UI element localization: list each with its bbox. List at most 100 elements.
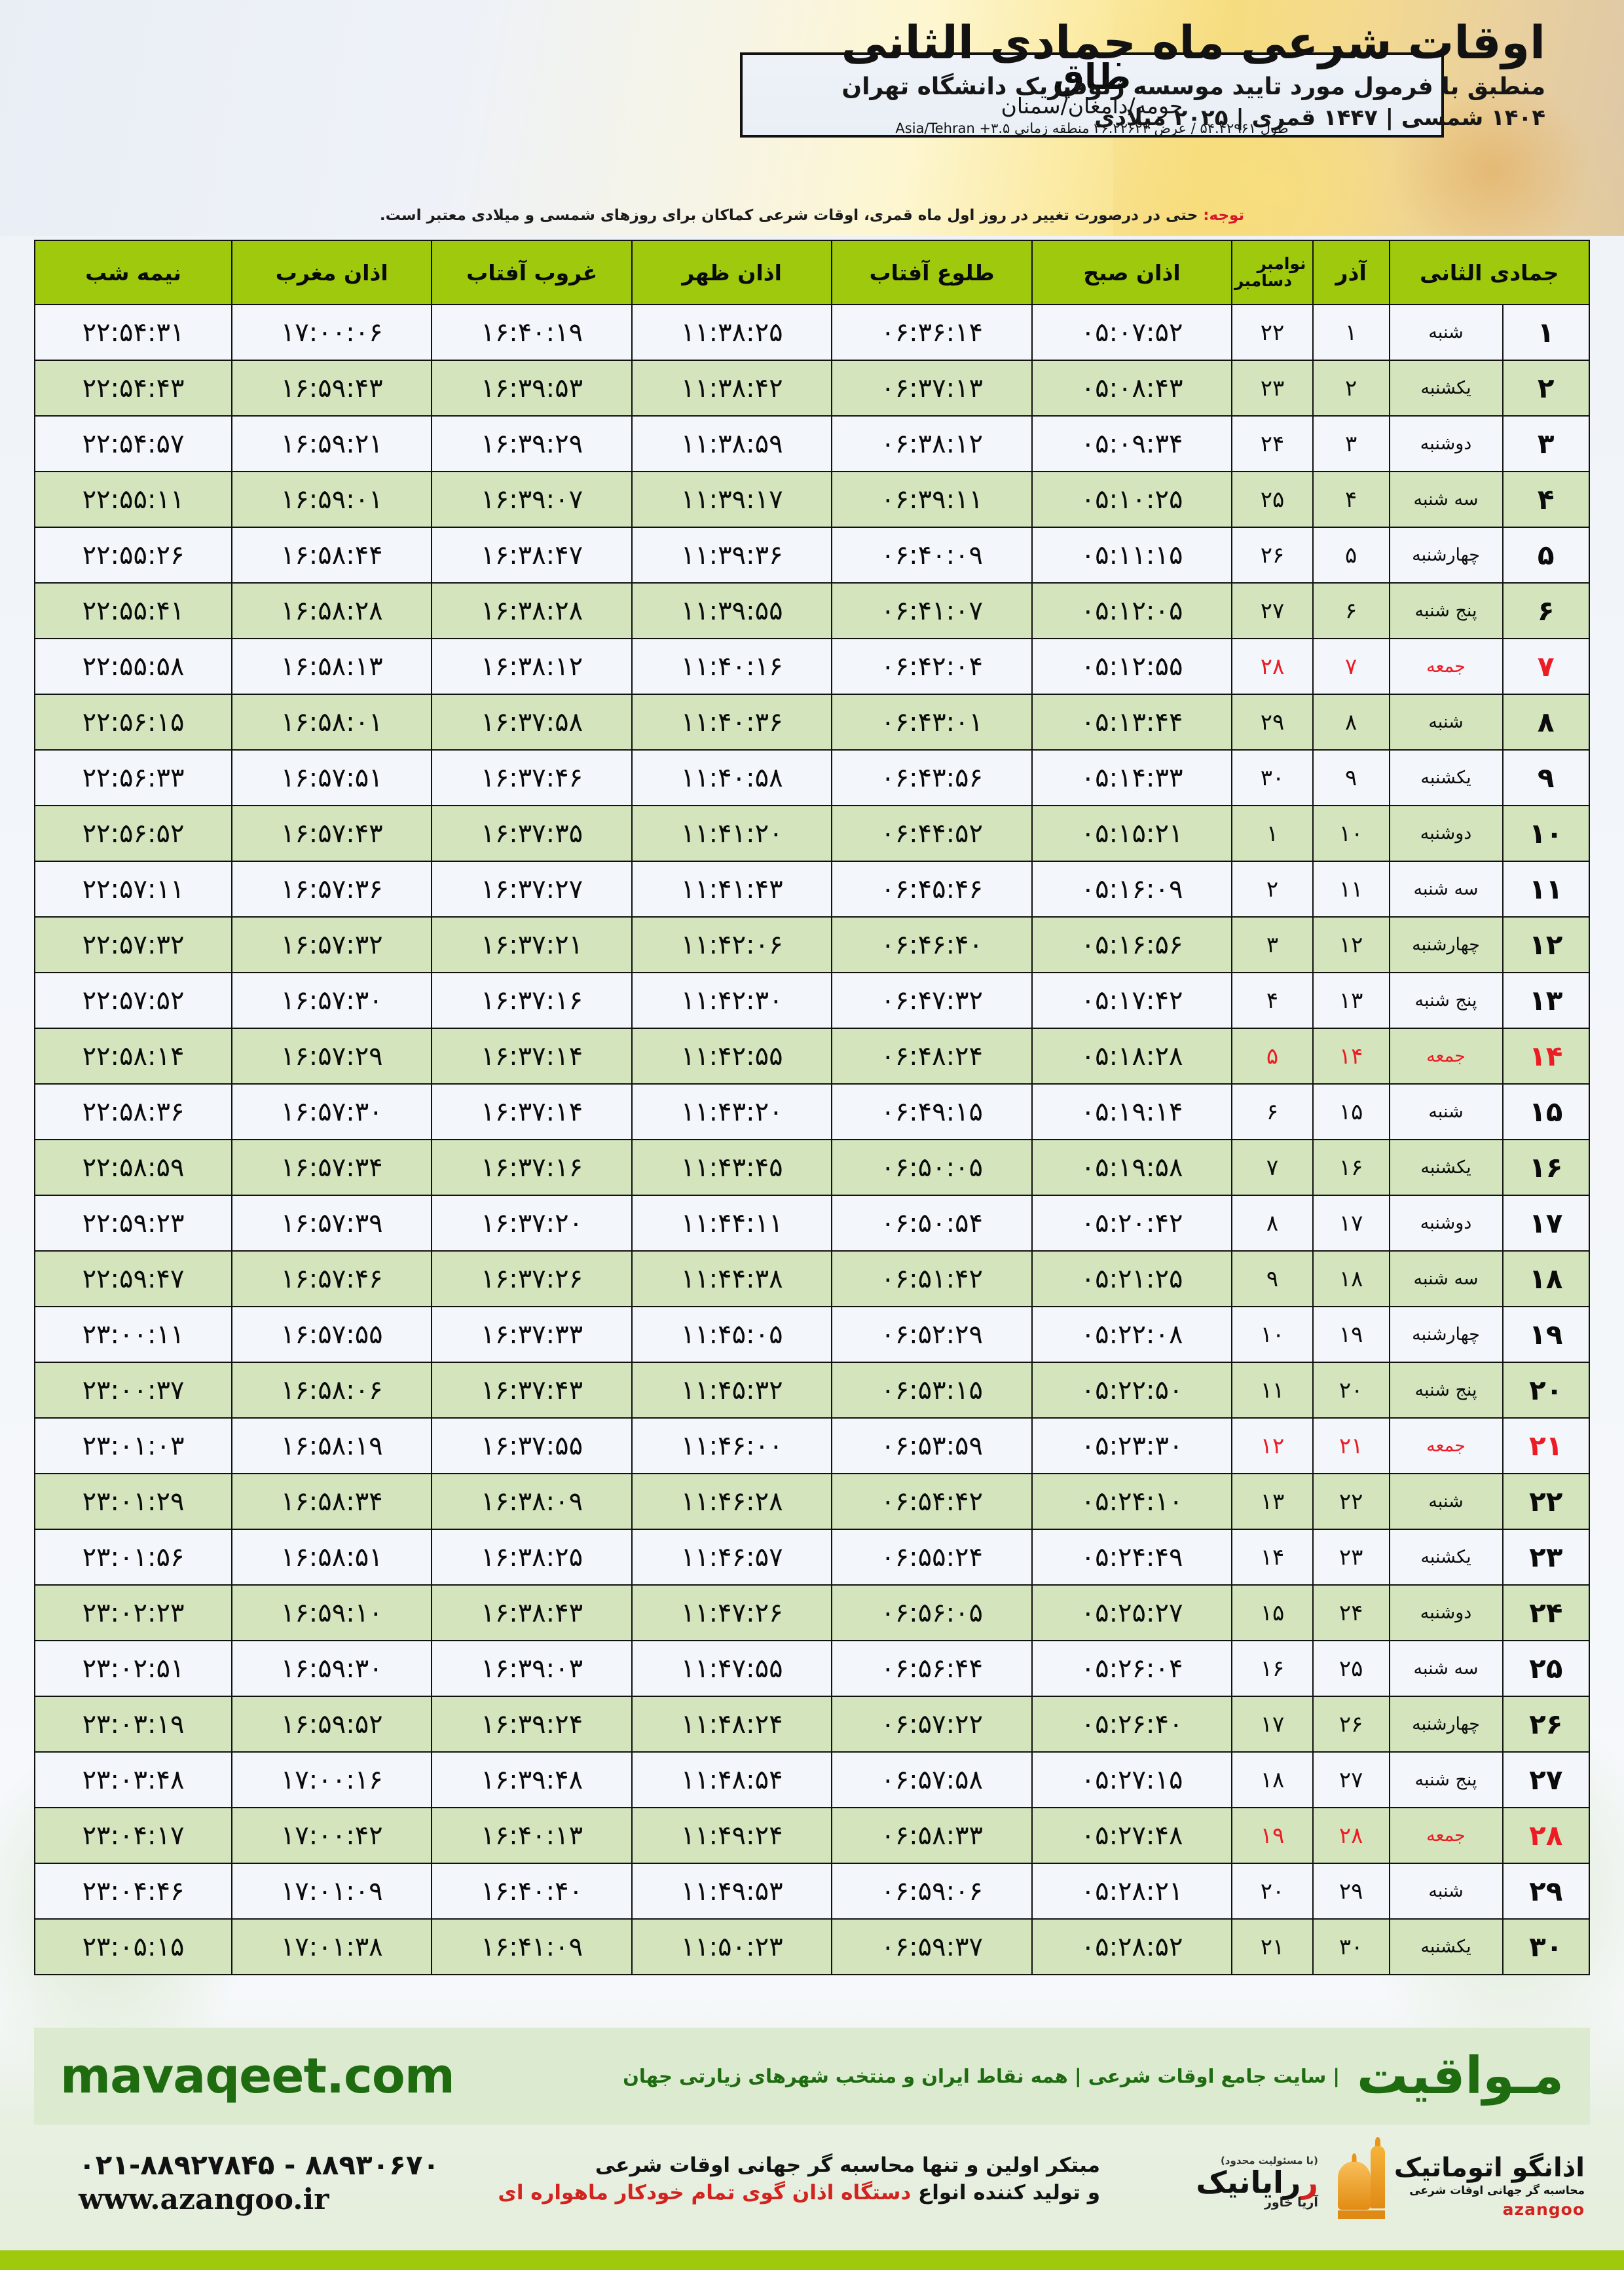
table-cell-weekday: سه شنبه bbox=[1388, 471, 1504, 528]
table-cell-solar-day: ۲۴ bbox=[1312, 1584, 1390, 1641]
table-cell-gregorian-day: ۱۳ bbox=[1231, 1473, 1314, 1530]
table-cell-sunrise: ۰۶:۴۳:۵۶ bbox=[831, 749, 1033, 806]
table-cell-maghrib: ۱۶:۵۸:۰۱ bbox=[231, 694, 433, 751]
footer-green-bar bbox=[0, 2250, 1624, 2270]
table-cell-sunrise: ۰۶:۴۲:۰۴ bbox=[831, 638, 1033, 695]
table-cell-midnight: ۲۳:۰۳:۴۸ bbox=[34, 1751, 232, 1808]
table-cell-solar-day: ۱۴ bbox=[1312, 1028, 1390, 1085]
table-cell-solar-day: ۴ bbox=[1312, 471, 1390, 528]
table-cell-maghrib: ۱۷:۰۰:۴۲ bbox=[231, 1807, 433, 1864]
table-cell-midnight: ۲۲:۵۵:۲۶ bbox=[34, 527, 232, 584]
table-cell-weekday: سه شنبه bbox=[1388, 1250, 1504, 1307]
table-cell-dhuhr: ۱۱:۴۰:۱۶ bbox=[631, 638, 833, 695]
table-cell-sunset: ۱۶:۳۹:۴۸ bbox=[431, 1751, 633, 1808]
table-row: ۴ سه شنبه ۴ ۲۵ ۰۵:۱۰:۲۵ ۰۶:۳۹:۱۱ ۱۱:۳۹:۱۷ ۱۶:۳۹… bbox=[34, 471, 1590, 528]
title-block: اوقات شرعی ماه جمادی الثانی منطبق با فرم… bbox=[812, 17, 1585, 132]
table-cell-fajr: ۰۵:۲۳:۳۰ bbox=[1031, 1417, 1233, 1474]
table-cell-sunset: ۱۶:۳۷:۱۴ bbox=[431, 1083, 633, 1140]
rayanik-logo: (با مسئولیت محدود) ررایانیک آریا خاور bbox=[1196, 2155, 1318, 2210]
table-row: ۱۳ پنج شنبه ۱۳ ۴ ۰۵:۱۷:۴۲ ۰۶:۴۷:۳۲ ۱۱:۴۲:۳۰ ۱۶:… bbox=[34, 972, 1590, 1029]
table-cell-sunrise: ۰۶:۳۹:۱۱ bbox=[831, 471, 1033, 528]
location-box: طاق حومه/دامغان/سمنان طول ۵۴.۴۲۹۶۱ / عرض… bbox=[740, 52, 1444, 138]
table-cell-sunrise: ۰۶:۵۹:۰۶ bbox=[831, 1863, 1033, 1920]
table-cell-weekday: شنبه bbox=[1388, 1083, 1504, 1140]
table-cell-fajr: ۰۵:۱۱:۱۵ bbox=[1031, 527, 1233, 584]
table-cell-solar-day: ۲۰ bbox=[1312, 1362, 1390, 1419]
table-cell-weekday: جمعه bbox=[1388, 638, 1504, 695]
table-cell-dhuhr: ۱۱:۴۱:۴۳ bbox=[631, 861, 833, 918]
contact-website[interactable]: www.azangoo.ir bbox=[79, 2183, 329, 2217]
table-cell-midnight: ۲۲:۵۴:۴۳ bbox=[34, 360, 232, 417]
table-cell-dhuhr: ۱۱:۴۸:۲۴ bbox=[631, 1696, 833, 1753]
table-cell-weekday: سه شنبه bbox=[1388, 861, 1504, 918]
table-cell-midnight: ۲۳:۰۲:۲۳ bbox=[34, 1584, 232, 1641]
table-cell-weekday: یکشنبه bbox=[1388, 1139, 1504, 1196]
table-cell-gregorian-day: ۹ bbox=[1231, 1250, 1314, 1307]
coordinates-line: طول ۵۴.۴۲۹۶۱ / عرض ۳۶.۲۲۶۲۳ منطقه زمانی … bbox=[895, 121, 1289, 137]
table-cell-midnight: ۲۳:۰۱:۲۹ bbox=[34, 1473, 232, 1530]
table-cell-gregorian-day: ۱۱ bbox=[1231, 1362, 1314, 1419]
table-row: ۲۱ جمعه ۲۱ ۱۲ ۰۵:۲۳:۳۰ ۰۶:۵۳:۵۹ ۱۱:۴۶:۰۰ ۱۶:۳۷:… bbox=[34, 1417, 1590, 1474]
table-cell-fajr: ۰۵:۲۸:۵۲ bbox=[1031, 1918, 1233, 1975]
table-cell-sunset: ۱۶:۳۷:۴۳ bbox=[431, 1362, 633, 1419]
table-cell-dhuhr: ۱۱:۴۹:۲۴ bbox=[631, 1807, 833, 1864]
table-cell-sunset: ۱۶:۴۱:۰۹ bbox=[431, 1918, 633, 1975]
table-cell-maghrib: ۱۶:۵۷:۳۴ bbox=[231, 1139, 433, 1196]
city-name: طاق bbox=[1052, 56, 1132, 98]
table-cell-midnight: ۲۲:۵۶:۳۳ bbox=[34, 749, 232, 806]
table-cell-weekday: شنبه bbox=[1388, 1863, 1504, 1920]
table-cell-fajr: ۰۵:۱۹:۱۴ bbox=[1031, 1083, 1233, 1140]
table-row: ۳۰ یکشنبه ۳۰ ۲۱ ۰۵:۲۸:۵۲ ۰۶:۵۹:۳۷ ۱۱:۵۰:۲۳ ۱۶:۴… bbox=[34, 1918, 1590, 1975]
table-cell-sunrise: ۰۶:۵۵:۲۴ bbox=[831, 1529, 1033, 1586]
mavaqeet-url[interactable]: mavaqeet.com bbox=[60, 2048, 455, 2104]
table-cell-solar-day: ۳ bbox=[1312, 415, 1390, 472]
table-cell-midnight: ۲۲:۵۵:۴۱ bbox=[34, 582, 232, 639]
table-cell-solar-day: ۲۳ bbox=[1312, 1529, 1390, 1586]
table-row: ۲۹ شنبه ۲۹ ۲۰ ۰۵:۲۸:۲۱ ۰۶:۵۹:۰۶ ۱۱:۴۹:۵۳ ۱۶:۴۰:… bbox=[34, 1863, 1590, 1920]
table-cell-midnight: ۲۲:۵۹:۴۷ bbox=[34, 1250, 232, 1307]
table-cell-sunrise: ۰۶:۵۹:۳۷ bbox=[831, 1918, 1033, 1975]
table-cell-maghrib: ۱۶:۵۷:۴۶ bbox=[231, 1250, 433, 1307]
table-cell-maghrib: ۱۷:۰۰:۱۶ bbox=[231, 1751, 433, 1808]
table-cell-gregorian-day: ۱۸ bbox=[1231, 1751, 1314, 1808]
table-cell-midnight: ۲۲:۵۶:۵۲ bbox=[34, 805, 232, 862]
table-cell-midnight: ۲۲:۵۴:۳۱ bbox=[34, 304, 232, 361]
table-cell-gregorian-day: ۵ bbox=[1231, 1028, 1314, 1085]
table-cell-maghrib: ۱۶:۵۷:۳۹ bbox=[231, 1195, 433, 1252]
table-cell-dhuhr: ۱۱:۴۷:۵۵ bbox=[631, 1640, 833, 1697]
table-row: ۲ یکشنبه ۲ ۲۳ ۰۵:۰۸:۴۳ ۰۶:۳۷:۱۳ ۱۱:۳۸:۴۲ ۱۶:۳۹:… bbox=[34, 360, 1590, 417]
table-cell-fajr: ۰۵:۱۴:۳۳ bbox=[1031, 749, 1233, 806]
table-cell-dhuhr: ۱۱:۴۳:۴۵ bbox=[631, 1139, 833, 1196]
table-cell-dhuhr: ۱۱:۴۲:۵۵ bbox=[631, 1028, 833, 1085]
table-cell-fajr: ۰۵:۱۵:۲۱ bbox=[1031, 805, 1233, 862]
table-cell-midnight: ۲۲:۵۹:۲۳ bbox=[34, 1195, 232, 1252]
table-cell-gregorian-day: ۲۶ bbox=[1231, 527, 1314, 584]
table-cell-weekday: پنج شنبه bbox=[1388, 582, 1504, 639]
table-cell-sunset: ۱۶:۳۷:۵۸ bbox=[431, 694, 633, 751]
table-cell-sunrise: ۰۶:۵۰:۵۴ bbox=[831, 1195, 1033, 1252]
table-cell-sunset: ۱۶:۳۷:۲۱ bbox=[431, 916, 633, 973]
table-cell-dhuhr: ۱۱:۴۰:۵۸ bbox=[631, 749, 833, 806]
table-cell-index: ۱۴ bbox=[1502, 1028, 1590, 1085]
table-row: ۶ پنج شنبه ۶ ۲۷ ۰۵:۱۲:۰۵ ۰۶:۴۱:۰۷ ۱۱:۳۹:۵۵ ۱۶:۳… bbox=[34, 582, 1590, 639]
table-cell-index: ۵ bbox=[1502, 527, 1590, 584]
table-row: ۳ دوشنبه ۳ ۲۴ ۰۵:۰۹:۳۴ ۰۶:۳۸:۱۲ ۱۱:۳۸:۵۹ ۱۶:۳۹:… bbox=[34, 415, 1590, 472]
table-cell-dhuhr: ۱۱:۴۸:۵۴ bbox=[631, 1751, 833, 1808]
table-cell-dhuhr: ۱۱:۴۴:۳۸ bbox=[631, 1250, 833, 1307]
table-cell-sunrise: ۰۶:۵۳:۵۹ bbox=[831, 1417, 1033, 1474]
table-cell-gregorian-day: ۸ bbox=[1231, 1195, 1314, 1252]
table-cell-weekday: چهارشنبه bbox=[1388, 1306, 1504, 1363]
table-cell-dhuhr: ۱۱:۳۸:۴۲ bbox=[631, 360, 833, 417]
table-cell-weekday: چهارشنبه bbox=[1388, 527, 1504, 584]
table-cell-dhuhr: ۱۱:۴۹:۵۳ bbox=[631, 1863, 833, 1920]
table-cell-sunrise: ۰۶:۴۵:۴۶ bbox=[831, 861, 1033, 918]
header-sunset: غروب آفتاب bbox=[431, 240, 633, 305]
table-cell-weekday: جمعه bbox=[1388, 1028, 1504, 1085]
table-cell-gregorian-day: ۲۳ bbox=[1231, 360, 1314, 417]
table-cell-gregorian-day: ۱۷ bbox=[1231, 1696, 1314, 1753]
table-cell-sunrise: ۰۶:۵۴:۴۲ bbox=[831, 1473, 1033, 1530]
table-cell-index: ۸ bbox=[1502, 694, 1590, 751]
table-cell-sunset: ۱۶:۳۹:۲۴ bbox=[431, 1696, 633, 1753]
table-cell-sunrise: ۰۶:۴۷:۳۲ bbox=[831, 972, 1033, 1029]
